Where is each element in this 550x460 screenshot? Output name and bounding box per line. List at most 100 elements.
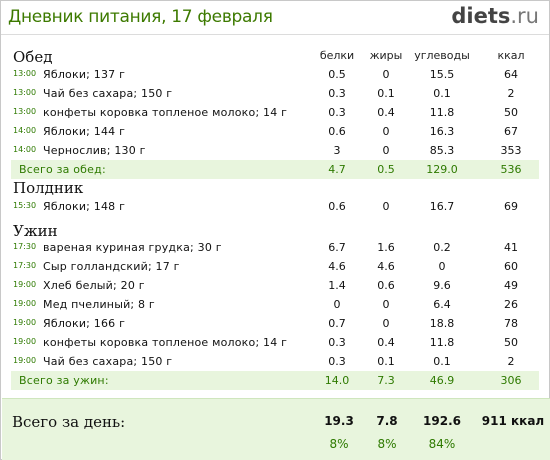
food-kcal: 353 xyxy=(500,144,522,157)
food-fat: 0 xyxy=(382,125,390,138)
food-protein: 0.5 xyxy=(328,68,346,81)
meal-total-carbs: 129.0 xyxy=(426,163,458,176)
meal-total-kcal: 536 xyxy=(500,163,522,176)
food-name: Чай без сахара; 150 г xyxy=(43,87,173,100)
food-carbs: 85.3 xyxy=(429,144,455,157)
food-kcal: 67 xyxy=(504,125,518,138)
food-fat: 0 xyxy=(382,298,390,311)
food-time: 14:00 xyxy=(13,126,37,135)
meal-total-kcal: 306 xyxy=(500,374,522,387)
food-protein: 0.3 xyxy=(328,106,346,119)
day-total-kcal: 911 ккал xyxy=(481,414,545,428)
day-total-protein: 19.3 xyxy=(324,414,354,428)
meal-total-fat: 7.3 xyxy=(377,374,395,387)
meal-total-fat: 0.5 xyxy=(377,163,395,176)
food-protein: 0.3 xyxy=(328,336,346,349)
food-row[interactable]: 19:00 Чай без сахара; 150 г 0.3 0.1 0.1 2 xyxy=(11,352,539,371)
food-kcal: 64 xyxy=(504,68,518,81)
meal-total-protein: 14.0 xyxy=(324,374,350,387)
food-time: 17:30 xyxy=(13,261,37,270)
food-kcal: 50 xyxy=(504,336,518,349)
food-row[interactable]: 14:00 Яблоки; 144 г 0.6 0 16.3 67 xyxy=(11,122,539,141)
food-kcal: 49 xyxy=(504,279,518,292)
food-protein: 0 xyxy=(333,298,341,311)
meal-heading: Обед xyxy=(13,48,53,66)
food-name: Чернослив; 130 г xyxy=(43,144,146,157)
food-name: Мед пчелиный; 8 г xyxy=(43,298,155,311)
food-row[interactable]: 13:00 Яблоки; 137 г 0.5 0 15.5 64 xyxy=(11,65,539,84)
food-carbs: 11.8 xyxy=(429,336,455,349)
site-logo[interactable]: diets.ru xyxy=(451,4,539,28)
food-name: Яблоки; 148 г xyxy=(43,200,126,213)
logo-tld: .ru xyxy=(510,4,539,28)
food-carbs: 0.1 xyxy=(433,87,451,100)
food-row[interactable]: 17:30 Сыр голландский; 17 г 4.6 4.6 0 60 xyxy=(11,257,539,276)
meal-total-label: Всего за ужин: xyxy=(19,374,109,387)
food-protein: 0.6 xyxy=(328,200,346,213)
food-row[interactable]: 19:00 конфеты коровка топленое молоко; 14… xyxy=(11,333,539,352)
food-kcal: 69 xyxy=(504,200,518,213)
food-fat: 0 xyxy=(382,200,390,213)
food-time: 13:00 xyxy=(13,107,37,116)
meal-total-carbs: 46.9 xyxy=(429,374,455,387)
food-name: Чай без сахара; 150 г xyxy=(43,355,173,368)
food-row[interactable]: 15:30 Яблоки; 148 г 0.6 0 16.7 69 xyxy=(11,197,539,216)
food-carbs: 18.8 xyxy=(429,317,455,330)
food-carbs: 9.6 xyxy=(433,279,451,292)
food-name: Яблоки; 137 г xyxy=(43,68,126,81)
food-protein: 4.6 xyxy=(328,260,346,273)
food-fat: 0.1 xyxy=(377,87,395,100)
food-time: 19:00 xyxy=(13,299,37,308)
food-fat: 0 xyxy=(382,317,390,330)
food-carbs: 0.2 xyxy=(433,241,451,254)
food-protein: 3 xyxy=(333,144,341,157)
food-row[interactable]: 14:00 Чернослив; 130 г 3 0 85.3 353 xyxy=(11,141,539,160)
food-row[interactable]: 19:00 Хлеб белый; 20 г 1.4 0.6 9.6 49 xyxy=(11,276,539,295)
food-fat: 0.4 xyxy=(377,336,395,349)
meal-total-row: Всего за обед: 4.7 0.5 129.0 536 xyxy=(11,160,539,179)
food-name: конфеты коровка топленое молоко; 14 г xyxy=(43,336,288,349)
food-fat: 0.1 xyxy=(377,355,395,368)
food-protein: 0.6 xyxy=(328,125,346,138)
food-time: 19:00 xyxy=(13,337,37,346)
food-protein: 0.3 xyxy=(328,87,346,100)
day-pct-protein: 8% xyxy=(329,437,349,451)
food-fat: 0.6 xyxy=(377,279,395,292)
food-row[interactable]: 19:00 Яблоки; 166 г 0.7 0 18.8 78 xyxy=(11,314,539,333)
day-total-carbs: 192.6 xyxy=(423,414,461,428)
col-header-kcal: ккал xyxy=(497,49,525,62)
food-carbs: 15.5 xyxy=(429,68,455,81)
day-total-label: Всего за день: xyxy=(12,413,126,431)
food-carbs: 0 xyxy=(438,260,446,273)
food-carbs: 16.7 xyxy=(429,200,455,213)
food-name: Хлеб белый; 20 г xyxy=(43,279,145,292)
col-header-carbs: углеводы xyxy=(414,49,470,62)
meal-heading: Ужин xyxy=(13,222,58,240)
food-row[interactable]: 13:00 конфеты коровка топленое молоко; 14… xyxy=(11,103,539,122)
logo-main: diets xyxy=(451,4,511,28)
food-row[interactable]: 17:30 вареная куриная грудка; 30 г 6.7 1.6 0… xyxy=(11,238,539,257)
day-total-panel: Всего за день: 19.3 7.8 192.6 911 ккал 8… xyxy=(2,398,550,460)
day-pct-carbs: 84% xyxy=(428,437,456,451)
food-protein: 0.7 xyxy=(328,317,346,330)
food-time: 13:00 xyxy=(13,69,37,78)
food-fat: 0.4 xyxy=(377,106,395,119)
food-time: 15:30 xyxy=(13,201,37,210)
food-carbs: 16.3 xyxy=(429,125,455,138)
header-divider xyxy=(1,34,549,35)
food-name: конфеты коровка топленое молоко; 14 г xyxy=(43,106,288,119)
food-fat: 1.6 xyxy=(377,241,395,254)
food-protein: 1.4 xyxy=(328,279,346,292)
col-header-protein: белки xyxy=(319,49,355,62)
food-name: Яблоки; 144 г xyxy=(43,125,126,138)
food-row[interactable]: 13:00 Чай без сахара; 150 г 0.3 0.1 0.1 2 xyxy=(11,84,539,103)
food-row[interactable]: 19:00 Мед пчелиный; 8 г 0 0 6.4 26 xyxy=(11,295,539,314)
day-total-fat: 7.8 xyxy=(376,414,398,428)
food-time: 19:00 xyxy=(13,280,37,289)
food-kcal: 2 xyxy=(507,355,515,368)
food-name: Яблоки; 166 г xyxy=(43,317,126,330)
food-time: 13:00 xyxy=(13,88,37,97)
col-header-fat: жиры xyxy=(369,49,403,62)
food-time: 17:30 xyxy=(13,242,37,251)
